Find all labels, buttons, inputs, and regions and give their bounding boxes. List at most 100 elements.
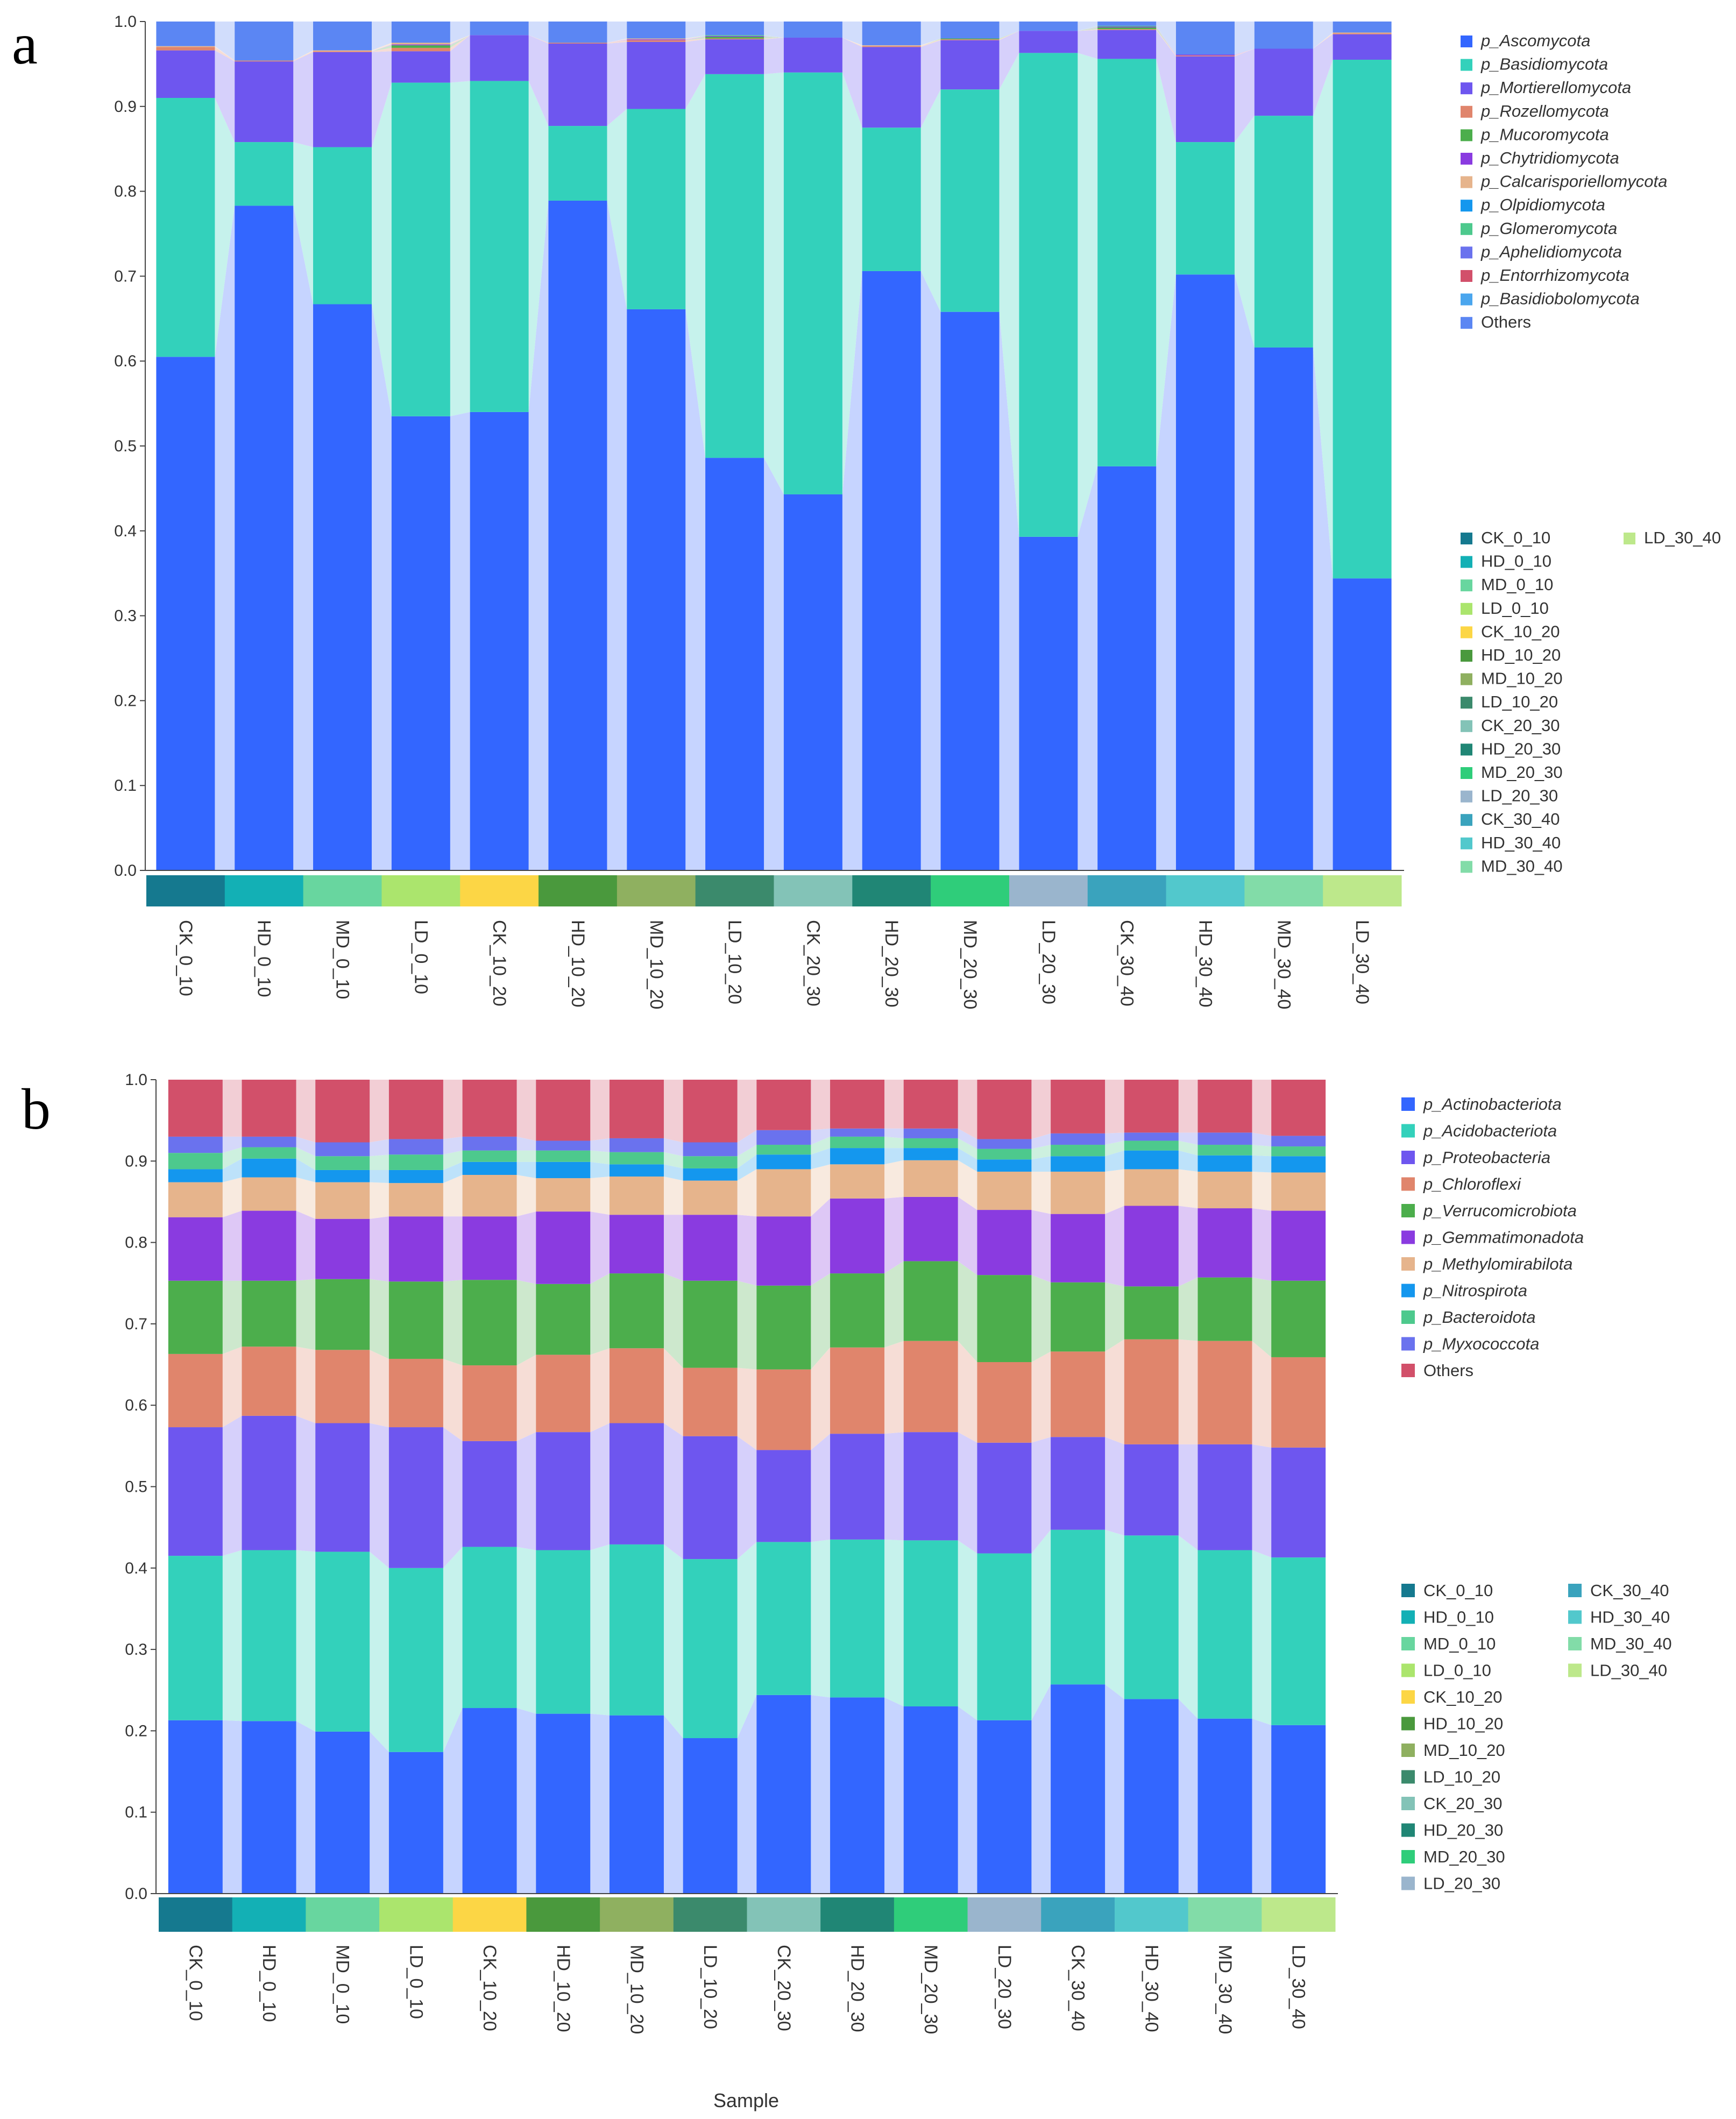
sample-legend-swatch <box>1401 1663 1415 1677</box>
band-p-myxococcota-2 <box>370 1139 389 1157</box>
band-p-actinobacteriota-3 <box>443 1708 463 1894</box>
bar-segment-p-acidobacteriota-ck-30-40 <box>1051 1529 1106 1685</box>
y-tick-label: 1.0 <box>125 1071 147 1089</box>
band-p-bacteroidota-8 <box>811 1136 831 1155</box>
band-p-mortierellomycota-1 <box>293 52 314 147</box>
y-tick-label: 0.8 <box>114 183 137 201</box>
bar-segment-p-acidobacteriota-hd-30-40 <box>1124 1535 1179 1699</box>
bar-segment-p-nitrospirota-md-30-40 <box>1198 1155 1252 1172</box>
bar-segment-p-methylomirabilota-ck-10-20 <box>462 1175 517 1217</box>
bar-segment-p-chloroflexi-ld-30-40 <box>1271 1357 1326 1448</box>
x-tick-label: HD_20_30 <box>881 920 902 1008</box>
sample-legend-swatch <box>1401 1770 1415 1784</box>
x-tick-label: MD_30_40 <box>1273 920 1294 1009</box>
y-tick-label: 0.7 <box>114 267 137 285</box>
bar-segment-p-bacteroidota-md-30-40 <box>1198 1145 1252 1156</box>
bar-segment-others-hd-30-40 <box>1124 1080 1179 1133</box>
x-tick-label: LD_20_30 <box>994 1945 1015 2029</box>
bar-segment-p-rozellomycota-ck-0-10 <box>156 47 215 51</box>
band-p-basidiomycota-13 <box>1234 116 1255 348</box>
sample-legend-label: CK_30_40 <box>1590 1581 1669 1600</box>
bar-segment-p-actinobacteriota-ck-10-20 <box>462 1708 517 1894</box>
bar-segment-p-acidobacteriota-ck-20-30 <box>756 1542 811 1695</box>
band-p-bacteroidota-9 <box>884 1136 904 1149</box>
connector-bands <box>222 1080 1272 1894</box>
bar-segment-p-actinobacteriota-hd-0-10 <box>242 1721 296 1894</box>
y-tick-label: 0.2 <box>114 692 137 710</box>
sample-legend-swatch <box>1461 579 1472 592</box>
legend-phyla: p_Ascomycota p_Basidiomycota p_Mortierello… <box>1461 31 1667 331</box>
bar-segment-p-ascomycota-md-0-10 <box>313 304 372 870</box>
chart-panel-a: 0.0 0.1 0.2 0.3 0.4 0.5 0.6 0.7 0.8 0.9 1.0 CK_0_10… <box>114 13 1721 1009</box>
band-p-acidobacteriota-6 <box>663 1544 683 1739</box>
band-p-bacteroidota-7 <box>737 1145 757 1168</box>
band-p-gemmatimonadota-10 <box>958 1196 977 1275</box>
bar-segment-p-methylomirabilota-md-20-30 <box>903 1160 958 1197</box>
bar-segment-p-ascomycota-ld-30-40 <box>1333 578 1392 870</box>
y-tick-label: 0.5 <box>114 437 137 455</box>
band-p-methylomirabilota-13 <box>1178 1169 1198 1209</box>
band-p-proteobacteria-10 <box>958 1432 977 1554</box>
bar-segment-others-ck-10-20 <box>470 22 529 36</box>
bar-segment-p-actinobacteriota-hd-20-30 <box>830 1697 885 1894</box>
band-p-myxococcota-1 <box>296 1136 316 1157</box>
legend-swatch <box>1401 1124 1415 1138</box>
bar-segment-p-basidiomycota-hd-30-40 <box>1175 142 1235 275</box>
band-p-verrucomicrobiota-2 <box>370 1279 389 1359</box>
bar-segment-p-rozellomycota-hd-0-10 <box>235 60 294 62</box>
band-p-myxococcota-0 <box>222 1136 242 1153</box>
band-p-ascomycota-14 <box>1313 347 1333 870</box>
sample-legend-label: HD_30_40 <box>1481 833 1561 852</box>
band-p-rozellomycota-7 <box>764 37 784 40</box>
x-tick-label: HD_20_30 <box>847 1945 868 2032</box>
legend-label: p_Glomeromycota <box>1480 219 1617 238</box>
bar-segment-p-acidobacteriota-ck-0-10 <box>168 1556 223 1720</box>
band-others-6 <box>663 1080 683 1143</box>
band-p-ascomycota-0 <box>215 205 235 870</box>
bar-segment-p-myxococcota-ck-20-30 <box>756 1130 811 1145</box>
bar-segment-p-myxococcota-md-30-40 <box>1198 1132 1252 1145</box>
sample-legend-swatch <box>1401 1823 1415 1837</box>
band-p-calcarisporiellomycota-9 <box>920 38 941 46</box>
sample-color-strip <box>146 875 1402 906</box>
band-p-actinobacteriota-13 <box>1178 1699 1198 1894</box>
bar-segment-p-proteobacteria-ck-10-20 <box>462 1441 517 1547</box>
bar-segment-p-verrucomicrobiota-ck-20-30 <box>756 1285 811 1370</box>
bar-segment-p-methylomirabilota-ld-10-20 <box>683 1180 738 1215</box>
bar-segment-p-proteobacteria-md-0-10 <box>315 1423 370 1552</box>
bar-segment-p-verrucomicrobiota-hd-30-40 <box>1124 1286 1179 1340</box>
bar-segment-p-acidobacteriota-hd-10-20 <box>536 1550 591 1714</box>
x-tick-labels: CK_0_10 HD_0_10 MD_0_10 LD_0_10 CK_10_20 HD_1… <box>185 1945 1308 2034</box>
band-p-myxococcota-12 <box>1105 1132 1124 1145</box>
band-p-acidobacteriota-2 <box>370 1551 389 1752</box>
bar-segment-p-gemmatimonadota-md-20-30 <box>903 1196 958 1262</box>
legend-label: p_Mortierellomycota <box>1480 78 1631 97</box>
bar-segment-p-rozellomycota-md-0-10 <box>313 51 372 52</box>
band-p-acidobacteriota-1 <box>296 1550 316 1732</box>
band-p-mortierellomycota-8 <box>842 37 862 128</box>
band-p-actinobacteriota-4 <box>516 1708 536 1894</box>
sample-strip-hd-20-30 <box>852 875 931 906</box>
sample-strip-hd-0-10 <box>232 1897 306 1932</box>
bar-segment-p-myxococcota-md-20-30 <box>903 1128 958 1138</box>
bar-segment-p-mortierellomycota-ld-20-30 <box>1019 31 1078 53</box>
band-p-mortierellomycota-10 <box>999 31 1019 90</box>
band-others-0 <box>215 22 235 61</box>
band-p-actinobacteriota-9 <box>884 1697 904 1894</box>
y-tick-label: 0.0 <box>114 862 137 880</box>
sample-strip-ck-0-10 <box>146 875 225 906</box>
bar-segment-p-gemmatimonadota-ck-20-30 <box>756 1216 811 1286</box>
bar-segment-p-rozellomycota-ck-30-40 <box>1097 29 1157 30</box>
bar-segment-p-chloroflexi-md-0-10 <box>315 1350 370 1423</box>
bar-segment-p-nitrospirota-ld-0-10 <box>388 1170 443 1183</box>
x-tick-label: LD_10_20 <box>700 1945 720 2029</box>
bar-segment-p-proteobacteria-ck-20-30 <box>756 1450 811 1542</box>
band-p-myxococcota-7 <box>737 1130 757 1157</box>
sample-strip-ld-10-20 <box>695 875 774 906</box>
bar-segment-p-mortierellomycota-hd-0-10 <box>235 61 294 143</box>
sample-strip-ld-10-20 <box>673 1897 747 1932</box>
bar-segment-others-hd-20-30 <box>862 22 921 46</box>
sample-legend-label: CK_10_20 <box>1423 1688 1503 1706</box>
sample-strip-ld-30-40 <box>1323 875 1402 906</box>
bar-segment-p-ascomycota-md-10-20 <box>627 309 686 870</box>
